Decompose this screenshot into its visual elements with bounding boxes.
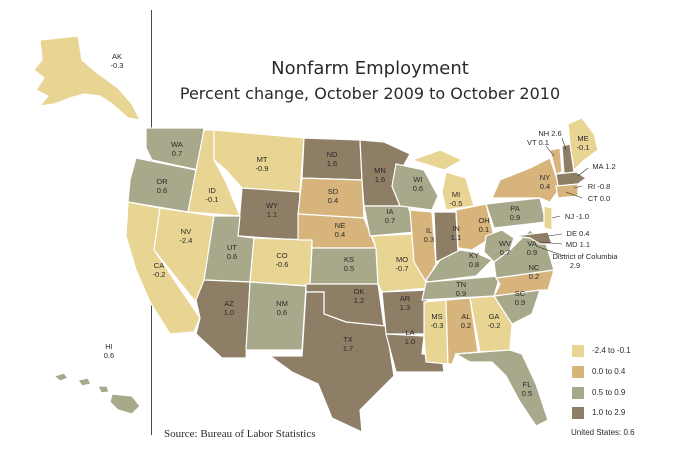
label-il: IL 0.3	[424, 226, 434, 244]
label-mn: MN 1.6	[374, 166, 386, 184]
leader-dc	[535, 245, 565, 257]
legend-label: -2.4 to -0.1	[592, 346, 631, 355]
label-ma: MA 1.2	[592, 162, 615, 171]
leader-nj	[551, 215, 561, 219]
label-id: ID -0.1	[206, 186, 219, 204]
state-mi	[410, 149, 475, 211]
label-ut: UT 0.6	[227, 243, 238, 261]
label-mt: MT -0.9	[256, 155, 269, 173]
label-la: LA 1.0	[405, 328, 415, 346]
source-note: Source: Bureau of Labor Statistics	[164, 428, 316, 440]
state-hi	[52, 372, 141, 415]
label-pa: PA 0.9	[510, 204, 520, 222]
leader-de	[547, 233, 563, 237]
label-ak: AK -0.3	[111, 52, 124, 70]
label-in: IN 1.1	[451, 224, 461, 242]
label-sc: SC 0.9	[515, 289, 526, 307]
label-hi: HI 0.6	[104, 342, 114, 360]
legend-label: 0.5 to 0.9	[592, 388, 626, 397]
legend-swatch	[572, 387, 584, 399]
leader-ri	[573, 185, 583, 189]
state-ma	[555, 171, 588, 187]
state-nj	[543, 205, 553, 231]
map-title: Nonfarm Employment	[271, 58, 469, 79]
label-nj: NJ -1.0	[565, 212, 589, 221]
label-tx: TX 1.7	[343, 335, 353, 353]
label-vt: VT 0.1	[527, 138, 549, 147]
label-nh: NH 2.6	[538, 129, 561, 138]
leader-md	[539, 241, 563, 245]
label-ia: IA 0.7	[385, 207, 395, 225]
label-ga: GA -0.2	[488, 312, 501, 330]
label-ks: KS 0.5	[344, 255, 354, 273]
label-co: CO -0.6	[276, 251, 289, 269]
state-ny	[491, 157, 561, 203]
state-fl	[453, 349, 549, 427]
legend-swatch	[572, 366, 584, 378]
label-al: AL 0.2	[461, 312, 471, 330]
state-wi	[391, 163, 439, 211]
legend-swatch	[572, 345, 584, 357]
label-ar: AR 1.3	[400, 294, 411, 312]
label-nv: NV -2.4	[180, 227, 193, 245]
label-wi: WI 0.6	[413, 175, 423, 193]
label-wv: WV 0.7	[499, 239, 511, 257]
label-va: VA 0.9	[527, 239, 537, 257]
label-tn: TN 0.9	[456, 280, 466, 298]
label-nm: NM 0.6	[276, 299, 288, 317]
state-ms	[423, 299, 449, 365]
label-mo: MO -0.7	[396, 255, 409, 273]
label-ok: OK 1.2	[354, 287, 365, 305]
state-wa	[145, 127, 205, 171]
leader-vt	[545, 145, 555, 157]
label-mi: MI -0.5	[450, 190, 463, 208]
state-oh	[455, 203, 495, 251]
label-de: DE 0.4	[567, 229, 590, 238]
label-or: OR 0.6	[156, 177, 168, 195]
label-nc: NC 0.2	[529, 263, 540, 281]
state-ct-ri	[555, 183, 579, 199]
label-fl: FL 0.5	[522, 380, 532, 398]
state-ga	[469, 295, 513, 353]
leader-ct	[565, 191, 583, 199]
label-ca: CA -0.2	[153, 261, 166, 279]
leader-ma	[577, 167, 589, 177]
label-ny: NY 0.4	[540, 173, 550, 191]
label-wa: WA 0.7	[171, 140, 183, 158]
leader-nh	[561, 137, 567, 151]
label-wy: WY 1.1	[266, 201, 278, 219]
state-wv	[483, 229, 515, 263]
label-ri: RI -0.8	[588, 182, 611, 191]
state-az	[195, 279, 251, 359]
label-dc: District of Columbia 2.9	[552, 252, 618, 270]
map-subtitle: Percent change, October 2009 to October …	[179, 84, 561, 103]
legend-label: 1.0 to 2.9	[592, 408, 626, 417]
label-ky: KY 0.8	[469, 251, 479, 269]
label-oh: OH 0.1	[478, 216, 489, 234]
legend-swatch	[572, 407, 584, 419]
legend-label: 0.0 to 0.4	[592, 367, 626, 376]
state-me	[567, 117, 599, 172]
label-ms: MS -0.3	[431, 312, 444, 330]
state-de-md	[513, 231, 553, 245]
label-md: MD 1.1	[566, 240, 590, 249]
state-tx	[268, 291, 395, 433]
label-az: AZ 1.0	[224, 299, 234, 317]
us-total-note: United States: 0.6	[571, 428, 635, 437]
state-or	[127, 157, 197, 213]
label-me: ME -0.1	[577, 134, 590, 152]
state-ak	[33, 35, 142, 121]
label-nd: ND 1.6	[327, 150, 338, 168]
label-sd: SD 0.4	[328, 187, 339, 205]
label-ne: NE 0.4	[335, 221, 345, 239]
label-ct: CT 0.0	[588, 194, 610, 203]
